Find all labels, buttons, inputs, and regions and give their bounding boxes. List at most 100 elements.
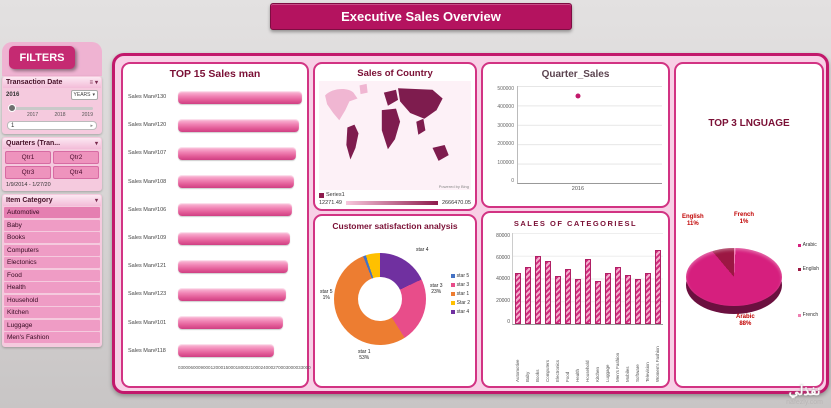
top15-bar[interactable] <box>178 175 295 189</box>
donut-callout-star4: star 4 <box>416 247 429 253</box>
category-bar-column <box>643 233 653 324</box>
category-bar[interactable] <box>635 278 641 324</box>
categories-plot: Automotive Baby Books Computers Electronics F… <box>512 233 663 382</box>
y-tick-label: 40000 <box>496 276 510 282</box>
category-label-cell: Automotive <box>512 326 522 382</box>
scroll-arrow-icon[interactable]: ▸ <box>90 122 93 129</box>
country-chart-title: Sales of Country <box>357 68 433 79</box>
series-color-swatch <box>319 192 324 198</box>
top15-bar[interactable] <box>178 231 290 245</box>
item-category-option[interactable]: Computers <box>4 244 100 256</box>
year-slider-handle[interactable] <box>8 104 16 112</box>
donut-callout-star5: star 5 1% <box>320 289 333 301</box>
top15-bar-label: Sales Man#107 <box>128 150 167 157</box>
world-map[interactable] <box>319 81 471 190</box>
category-bar[interactable] <box>515 272 521 324</box>
top15-bar-label: Sales Man#106 <box>128 206 167 213</box>
item-category-option[interactable]: Men's Fashion <box>4 332 100 343</box>
category-label-cell: Food <box>562 326 572 382</box>
chevron-down-icon[interactable]: ▾ <box>94 141 98 147</box>
y-tick-label: 80000 <box>496 233 510 239</box>
category-bar[interactable] <box>645 272 651 324</box>
year-range-input[interactable]: 1 ▸ <box>7 121 97 130</box>
legend-item[interactable]: Arabic <box>797 242 819 248</box>
quarter-sales-x-axis: 2016 <box>517 184 662 194</box>
category-bar[interactable] <box>625 275 631 324</box>
legend-item[interactable]: star 5 <box>450 273 470 279</box>
category-bar[interactable] <box>575 278 581 324</box>
clear-filter-icon[interactable]: ≡ <box>89 80 93 86</box>
category-bar[interactable] <box>525 267 531 324</box>
category-bar[interactable] <box>565 269 571 324</box>
top15-bar-row: Sales Man#108 <box>128 175 302 189</box>
top15-bar[interactable] <box>178 118 300 132</box>
satisfaction-legend: star 5 star 3 star 1 Star 2 star 4 <box>450 273 470 315</box>
quarter-filter-button[interactable]: Qtr2 <box>53 151 99 164</box>
category-bar[interactable] <box>585 259 591 324</box>
category-bar[interactable] <box>535 255 541 324</box>
item-category-option[interactable]: Baby <box>4 219 100 231</box>
category-bar[interactable] <box>595 280 601 324</box>
top15-bar[interactable] <box>178 316 284 330</box>
callout-label: French <box>734 212 755 218</box>
top15-bar[interactable] <box>178 259 289 273</box>
top15-bar[interactable] <box>178 287 286 301</box>
category-bar-column <box>653 233 663 324</box>
category-label-cell: Household <box>582 326 592 382</box>
legend-item[interactable]: star 3 <box>450 282 470 288</box>
top15-bar[interactable] <box>178 203 293 217</box>
filters-body: Transaction Date ≡ ▾ 2016 YEARS ▾ 2017 201… <box>2 76 102 347</box>
legend-item[interactable]: French <box>797 312 819 318</box>
item-category-option[interactable]: Household <box>4 294 100 306</box>
years-unit-dropdown[interactable]: YEARS ▾ <box>70 90 98 100</box>
top15-bar[interactable] <box>178 344 274 358</box>
item-category-option[interactable]: Food <box>4 269 100 281</box>
item-category-option[interactable]: Luggage <box>4 319 100 331</box>
top15-bar[interactable] <box>178 146 297 160</box>
category-label: Books <box>534 369 540 382</box>
x-axis-label: 2016 <box>571 186 585 192</box>
top15-bar-area: Sales Man#130 Sales Man#120 Sales Man#107 S… <box>128 83 302 365</box>
quarter-filter-button[interactable]: Qtr3 <box>5 166 51 179</box>
category-bar[interactable] <box>655 250 661 324</box>
categories-chart-title: SALES OF CATEGORIESL <box>513 219 638 228</box>
item-category-option[interactable]: Kitchen <box>4 307 100 318</box>
series-name: Series1 <box>326 192 345 198</box>
category-label: Men's Fashion <box>615 352 621 382</box>
category-bar[interactable] <box>615 267 621 324</box>
quarter-sales-y-axis: 500000 400000 300000 200000 100000 0 <box>489 86 517 184</box>
quarter-date-range: 1/9/2014 - 1/27/20 <box>6 182 51 188</box>
legend-item[interactable]: star 1 <box>450 291 470 297</box>
watermark-domain: nafezly.com <box>786 399 823 406</box>
year-slider-track[interactable] <box>8 104 93 112</box>
item-category-option[interactable]: Health <box>4 282 100 293</box>
y-tick-label: 500000 <box>497 86 514 92</box>
category-bar[interactable] <box>555 276 561 324</box>
language-pie[interactable] <box>686 248 782 306</box>
legend-label: Arabic <box>802 242 817 248</box>
legend-item[interactable]: English <box>797 266 819 272</box>
category-bar[interactable] <box>605 272 611 324</box>
top15-bar[interactable] <box>178 90 302 104</box>
category-label-cell: Software <box>633 326 643 382</box>
pie-callout-french: French 1% <box>734 212 754 226</box>
item-category-option[interactable]: Automotive <box>4 207 100 218</box>
quarter-sales-point[interactable] <box>575 93 581 99</box>
quarter-filter-button[interactable]: Qtr4 <box>53 166 99 179</box>
top15-bar-label: Sales Man#121 <box>128 263 167 270</box>
chevron-down-icon[interactable]: ▾ <box>94 198 98 204</box>
selected-year-label: 2016 <box>6 92 20 98</box>
category-label: Mobiles <box>625 366 631 382</box>
year-range-value: 1 <box>11 122 15 129</box>
watermark: نفذلي nafezly.com <box>786 383 823 406</box>
chevron-down-icon[interactable]: ▾ <box>94 80 98 86</box>
quarter-filter-button[interactable]: Qtr1 <box>5 151 51 164</box>
category-bar[interactable] <box>545 261 551 324</box>
legend-item[interactable]: star 4 <box>450 309 470 315</box>
legend-item[interactable]: Star 2 <box>450 300 470 306</box>
map-legend-series[interactable]: Series1 <box>319 192 471 198</box>
category-label: Luggage <box>605 364 611 382</box>
filters-tab[interactable]: FILTERS <box>9 46 75 69</box>
item-category-option[interactable]: Books <box>4 232 100 243</box>
item-category-option[interactable]: Electonics <box>4 257 100 268</box>
